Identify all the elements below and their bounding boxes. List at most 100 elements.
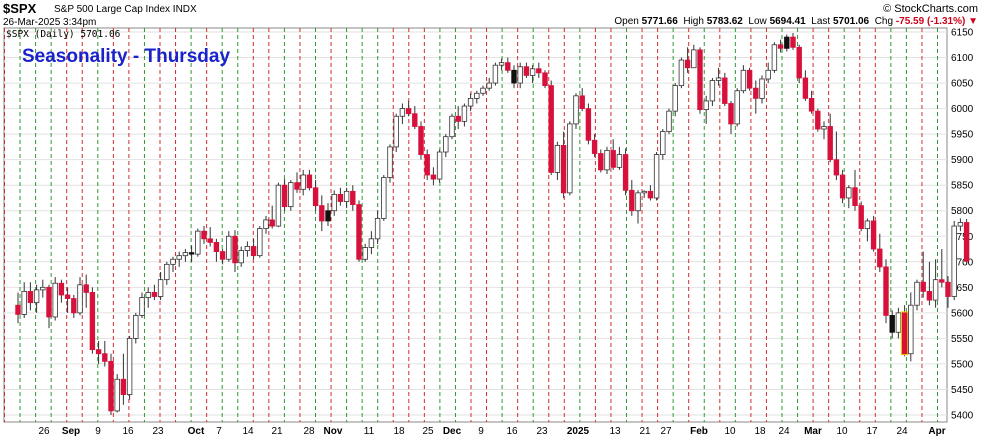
candle-body xyxy=(102,353,108,362)
candle-body xyxy=(40,286,46,291)
y-tick-label: 6100 xyxy=(951,53,974,64)
candle-body xyxy=(554,144,561,173)
candle-body xyxy=(368,238,375,248)
candle-body xyxy=(542,72,548,87)
candle-body xyxy=(157,279,164,297)
candle-body xyxy=(114,378,120,412)
candle-body xyxy=(145,292,151,298)
candle-body xyxy=(151,292,158,297)
candle-body xyxy=(821,126,827,130)
candle-body xyxy=(560,144,567,194)
open-value: 5771.66 xyxy=(641,16,678,27)
chart-title: Seasonality - Thursday xyxy=(22,46,231,67)
last-value: 5701.06 xyxy=(832,16,870,27)
y-tick-label: 5850 xyxy=(951,181,974,192)
x-tick-label: Nov xyxy=(324,426,343,437)
candle-body xyxy=(300,174,306,190)
candle-body xyxy=(691,49,697,69)
candle-body xyxy=(21,291,27,315)
candle-body xyxy=(901,312,908,355)
candle-body xyxy=(505,62,511,71)
candle-body xyxy=(573,95,579,125)
candle-body xyxy=(777,44,784,49)
candle-body xyxy=(889,315,895,333)
candle-body xyxy=(864,220,871,230)
candle-body xyxy=(207,238,213,243)
candle-body xyxy=(492,64,499,84)
candle-body xyxy=(808,97,815,112)
quote-bar: Open 5771.66 High 5783.62 Low 5694.41 La… xyxy=(614,16,978,27)
candle-body xyxy=(523,66,530,76)
x-tick-label: 23 xyxy=(152,426,164,437)
candle-body xyxy=(833,159,840,176)
candle-body xyxy=(443,136,449,153)
candle-body xyxy=(740,69,747,92)
candle-body xyxy=(312,187,319,207)
x-tick-label: 18 xyxy=(393,426,405,437)
candle-body xyxy=(436,151,443,180)
candle-body xyxy=(839,174,846,199)
candle-body xyxy=(567,123,573,194)
candle-body xyxy=(598,153,604,171)
candle-body xyxy=(486,82,492,89)
x-tick-label: 10 xyxy=(836,426,848,437)
x-tick-label: 25 xyxy=(422,426,434,437)
candle-body xyxy=(430,174,437,180)
candle-body xyxy=(585,108,592,141)
candle-body xyxy=(350,190,356,206)
x-tick-label: 11 xyxy=(364,426,375,437)
candle-body xyxy=(660,131,666,155)
candle-body xyxy=(455,115,461,122)
datetime: 26-Mar-2025 3:34pm xyxy=(3,17,97,28)
candle-body xyxy=(672,85,678,112)
candle-body xyxy=(467,97,474,107)
x-tick-label: 18 xyxy=(754,426,766,437)
candle-body xyxy=(337,193,344,202)
y-tick-label: 5700 xyxy=(951,257,974,268)
candle-body xyxy=(604,150,610,171)
candle-body xyxy=(883,266,889,316)
candle-body xyxy=(182,252,189,257)
candle-body xyxy=(120,378,127,395)
open-label: Open xyxy=(614,16,639,27)
index-name: S&P 500 Large Cap Index INDX xyxy=(54,4,197,15)
candle-body xyxy=(226,235,232,260)
x-tick-label: 16 xyxy=(122,426,134,437)
y-tick-label: 6050 xyxy=(951,79,974,90)
x-tick-label: 9 xyxy=(478,426,484,437)
candle-body xyxy=(715,77,722,81)
x-tick-label: 21 xyxy=(639,426,651,437)
x-tick-label: 28 xyxy=(303,426,315,437)
candle-body xyxy=(951,225,957,297)
brand: © StockCharts.com xyxy=(883,3,978,15)
chg-value: -75.59 (-1.31%) xyxy=(895,16,966,27)
candle-body xyxy=(678,59,685,87)
x-tick-label: 2025 xyxy=(567,426,590,437)
candle-body xyxy=(877,248,883,268)
y-tick-label: 6150 xyxy=(951,28,974,39)
candle-body xyxy=(71,298,77,314)
candle-body xyxy=(201,230,207,240)
x-tick-label: 27 xyxy=(660,426,672,437)
candle-body xyxy=(356,204,362,260)
candle-body xyxy=(424,154,430,176)
candle-body xyxy=(846,187,852,199)
candle-body xyxy=(957,222,964,227)
candle-body xyxy=(288,182,294,208)
x-tick-label: Sep xyxy=(62,426,80,437)
candle-body xyxy=(418,126,424,155)
candle-body xyxy=(697,49,703,111)
y-tick-label: 6000 xyxy=(951,104,974,115)
candle-body xyxy=(399,108,406,117)
x-tick-label: 9 xyxy=(95,426,101,437)
candle-body xyxy=(257,228,263,257)
y-tick-label: 5400 xyxy=(951,411,974,422)
candle-body xyxy=(15,304,21,315)
candle-body xyxy=(325,210,331,222)
candle-body xyxy=(765,69,771,80)
candle-body xyxy=(77,284,83,314)
candle-body xyxy=(852,187,858,207)
x-tick-label: Feb xyxy=(690,426,708,437)
